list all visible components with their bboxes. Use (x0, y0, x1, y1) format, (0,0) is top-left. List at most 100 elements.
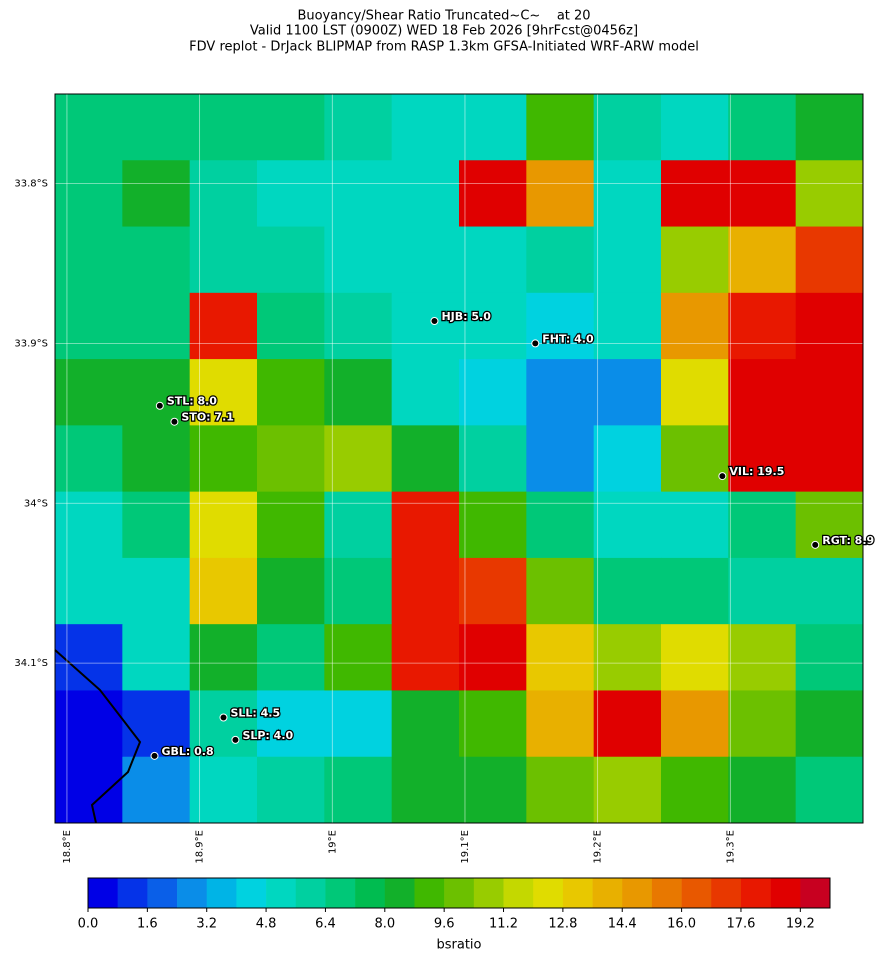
field-cell (189, 160, 258, 228)
station-marker (811, 540, 820, 549)
colorbar-tick-label: 4.8 (256, 917, 277, 932)
station-marker (155, 401, 164, 410)
colorbar-tick-label: 17.6 (726, 917, 755, 932)
field-cell (728, 557, 797, 625)
colorbar-swatch (206, 878, 237, 908)
title-line: Valid 1100 LST (0900Z) WED 18 Feb 2026 [… (250, 24, 638, 39)
field-cell (795, 292, 864, 360)
colorbar-swatch (88, 878, 118, 908)
field-cell (257, 425, 325, 493)
field-cell (324, 624, 393, 691)
colorbar-tick-label: 11.2 (489, 917, 518, 932)
field-cell (55, 690, 123, 758)
field-cell (459, 491, 527, 559)
field-cell (122, 557, 191, 625)
field-cell (795, 160, 864, 228)
field-cell (55, 557, 123, 625)
field-cell (593, 94, 662, 161)
title: Buoyancy/Shear Ratio Truncated~C~ at 20 … (189, 9, 699, 55)
field-cell (661, 557, 729, 625)
field-cell (122, 160, 191, 228)
field-cell (55, 425, 123, 493)
station-label: VIL: 19.5 (729, 465, 784, 478)
colorbar-swatch (147, 878, 178, 908)
station-label: RGT: 8.9 (822, 534, 874, 547)
colorbar-swatch (473, 878, 504, 908)
field-cell (391, 160, 460, 228)
station-label: GBL: 0.8 (162, 745, 214, 758)
colorbar-swatch (355, 878, 386, 908)
field-cell (324, 756, 393, 824)
field-cell (391, 226, 460, 294)
field-cell (122, 491, 191, 559)
field-cell (459, 292, 527, 360)
field-cell (459, 425, 527, 493)
colorbar-frame (87, 877, 831, 909)
field-cell (189, 359, 258, 426)
y-tick-label: 33.9°S (14, 338, 48, 349)
x-tick-label: 19°E (327, 830, 338, 854)
field-cell (324, 292, 393, 360)
field-cell (55, 160, 123, 228)
field-cell (661, 292, 729, 360)
field-cell (526, 425, 595, 493)
field-cell (257, 756, 325, 824)
field-cell (459, 94, 527, 161)
station-label: FHT: 4.0 (542, 332, 594, 345)
field-cell (728, 425, 797, 493)
field-cell (795, 756, 864, 824)
station-marker (718, 472, 727, 481)
colorbar-swatch (117, 878, 148, 908)
field-cell (391, 359, 460, 426)
field-cell (661, 491, 729, 559)
field-cell (391, 94, 460, 161)
station-label: SLL: 4.5 (230, 706, 280, 719)
field-cell (728, 359, 797, 426)
field-cell (324, 359, 393, 426)
field-cell (189, 94, 258, 161)
x-tick-label: 18.9°E (195, 830, 206, 864)
field-cell (55, 756, 123, 824)
field-cell (55, 94, 123, 161)
field-cell (728, 491, 797, 559)
field-cell (661, 756, 729, 824)
station-marker (219, 713, 228, 722)
colorbar-swatch (592, 878, 623, 908)
field-cell (593, 491, 662, 559)
field-cell (593, 756, 662, 824)
station-label: SLP: 4.0 (242, 729, 293, 742)
field-cell (661, 425, 729, 493)
field-cell (593, 690, 662, 758)
field-cell (324, 491, 393, 559)
field-cell (526, 94, 595, 161)
coastline (54, 649, 142, 824)
colorbar-swatch (681, 878, 712, 908)
field-cell (728, 94, 797, 161)
field-cell (122, 359, 191, 426)
colorbar-swatch (236, 878, 267, 908)
field-cell (391, 557, 460, 625)
field-cell (122, 756, 191, 824)
colorbar-tick-label: 12.8 (548, 917, 577, 932)
field-cell (391, 292, 460, 360)
field-cell (728, 756, 797, 824)
x-tick-label: 18.8°E (62, 830, 73, 864)
field-cell (661, 226, 729, 294)
field-cell (795, 359, 864, 426)
field-cell (257, 292, 325, 360)
field-cell (257, 160, 325, 228)
field-cell (257, 624, 325, 691)
field-cell (526, 690, 595, 758)
y-tick-label: 34°S (24, 498, 48, 509)
field-cell (661, 359, 729, 426)
station-label: STO: 7.1 (181, 411, 234, 424)
field-cell (391, 690, 460, 758)
field-cell (122, 94, 191, 161)
field-cell (459, 624, 527, 691)
field-cell (55, 292, 123, 360)
colorbar-swatch (295, 878, 326, 908)
field-cell (459, 359, 527, 426)
station-marker (170, 417, 179, 426)
field-cell (122, 292, 191, 360)
